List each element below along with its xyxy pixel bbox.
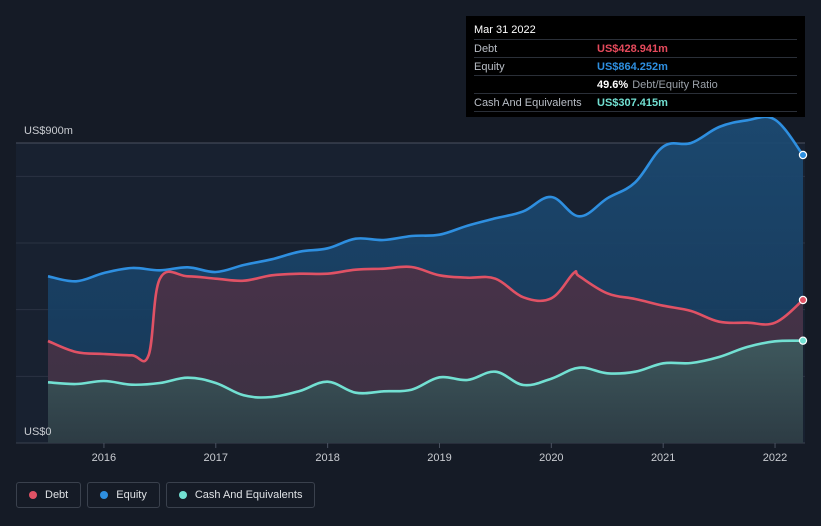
tooltip-cash-value: US$307.415m <box>597 96 668 109</box>
x-tick-label: 2019 <box>427 452 451 464</box>
tooltip: Mar 31 2022 Debt US$428.941m Equity US$8… <box>466 16 805 117</box>
tooltip-date: Mar 31 2022 <box>474 24 536 36</box>
x-tick-label: 2020 <box>539 452 563 464</box>
equity-dot-icon <box>100 491 109 499</box>
equity-line <box>47 115 805 283</box>
x-tick-label: 2018 <box>315 452 339 464</box>
tooltip-row-cash: Cash And Equivalents US$307.415m <box>474 93 797 112</box>
x-tick-label: 2016 <box>92 452 116 464</box>
legend-debt-label: Debt <box>45 489 69 501</box>
tooltip-ratio-label: Debt/Equity Ratio <box>632 78 718 91</box>
tooltip-row-equity: Equity US$864.252m <box>474 57 797 75</box>
cash-line <box>47 339 804 399</box>
x-tick-label: 2021 <box>651 452 675 464</box>
legend-item-debt[interactable]: Debt <box>16 482 82 508</box>
legend-equity-label: Equity <box>116 489 147 501</box>
cash-end-point[interactable] <box>798 336 808 345</box>
cash-area <box>48 340 803 443</box>
tooltip-equity-label: Equity <box>474 60 505 73</box>
tooltip-equity-value: US$864.252m <box>597 60 668 73</box>
tooltip-cash-label: Cash And Equivalents <box>474 96 582 109</box>
debt-end-point[interactable] <box>798 295 808 305</box>
tooltip-ratio-value: 49.6% <box>597 78 629 91</box>
debt-dot-icon <box>29 491 37 499</box>
equity-end-point[interactable] <box>798 150 808 160</box>
debt-line <box>47 265 804 363</box>
cash-dot-icon <box>178 491 187 499</box>
y-axis-top-label: US$900m <box>24 125 73 137</box>
legend-item-cash[interactable]: Cash And Equivalents <box>165 482 316 508</box>
x-tick-label: 2017 <box>204 452 228 464</box>
legend-item-equity[interactable]: Equity <box>87 482 160 508</box>
tooltip-debt-value: US$428.941m <box>597 42 668 55</box>
tooltip-row-ratio: 49.6% Debt/Equity Ratio <box>474 75 797 93</box>
y-axis-bottom-label: US$0 <box>24 426 52 438</box>
tooltip-debt-label: Debt <box>474 42 498 55</box>
tooltip-row-debt: Debt US$428.941m <box>474 39 797 57</box>
legend-cash-label: Cash And Equivalents <box>194 489 303 501</box>
x-tick-label: 2022 <box>763 452 787 464</box>
legend: Debt Equity Cash And Equivalents <box>16 482 316 510</box>
